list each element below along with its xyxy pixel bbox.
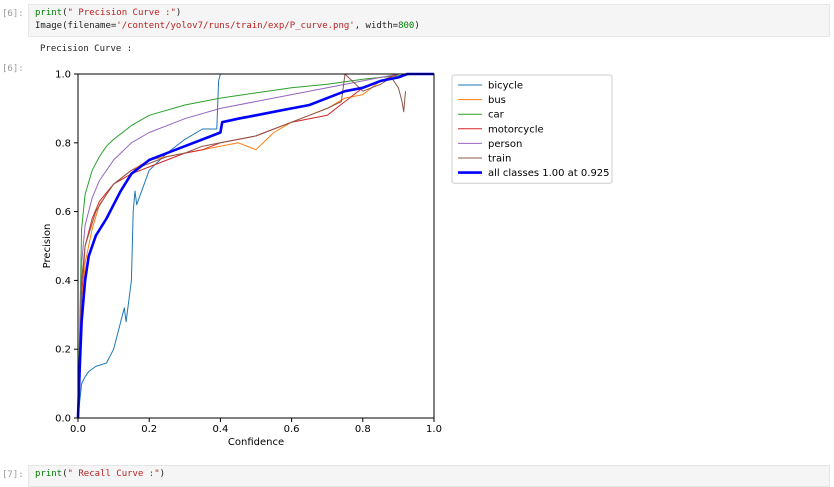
series-line-2	[77, 73, 434, 419]
code-arg: filename=	[67, 21, 117, 31]
legend-label-0: bicycle	[488, 81, 523, 92]
series-line-6	[76, 72, 434, 419]
x-tick-label: 0.8	[355, 424, 371, 435]
plot-area	[76, 72, 434, 419]
code-arg-width: , width=	[354, 21, 399, 31]
code-line-recall: print(" Recall Curve :")	[35, 469, 166, 479]
output-text: Precision Curve :	[40, 44, 133, 54]
code-fn-print: print	[35, 8, 63, 18]
y-tick-label: 0.0	[55, 414, 71, 425]
axes: 0.0 0.2 0.4 0.6 0.8 1.0 0.0 0.2 0.4 0.6 0.8 1.0 Conf…	[42, 70, 442, 449]
code-number: 800	[398, 21, 415, 31]
code-path-string: '/content/yolov7/runs/train/exp/P_curve.…	[116, 21, 355, 31]
legend: bicycle bus car motorcycle person train all cl…	[451, 74, 613, 184]
precision-curve-chart: 0.0 0.2 0.4 0.6 0.8 1.0 0.0 0.2 0.4 0.6 0.8 1.0 Conf…	[42, 70, 613, 449]
legend-label-2: car	[488, 110, 505, 121]
x-tick-label: 1.0	[426, 424, 442, 435]
y-tick-label: 0.6	[55, 207, 71, 218]
y-tick-label: 0.4	[55, 276, 71, 287]
cell-7-prompt: [7]:	[2, 470, 24, 480]
axes-frame	[77, 73, 435, 419]
legend-label-1: bus	[488, 95, 506, 106]
code-fn-print: print	[35, 469, 63, 479]
series-line-5	[77, 73, 406, 419]
code-line-1: print(" Precision Curve :") Image(filena…	[35, 8, 420, 31]
code-fn-image: Image	[35, 21, 63, 31]
series-line-1	[77, 73, 434, 419]
x-tick-label: 0.0	[70, 424, 86, 435]
code-string: " Precision Curve :"	[67, 8, 176, 18]
x-axis-label: Confidence	[228, 437, 284, 448]
legend-label-3: motorcycle	[488, 124, 544, 135]
cell-6-prompt: [6]:	[2, 9, 24, 19]
code-string: " Recall Curve :"	[67, 469, 160, 479]
y-tick-label: 1.0	[55, 70, 71, 81]
series-line-4	[77, 73, 434, 419]
output-6-prompt: [6]:	[2, 64, 24, 74]
y-axis-label: Precision	[42, 224, 53, 269]
legend-label-5: train	[488, 154, 511, 165]
legend-label-4: person	[488, 139, 522, 150]
x-tick-label: 0.6	[284, 424, 300, 435]
y-tick-label: 0.8	[55, 138, 71, 149]
code-cell-7[interactable]: print(" Recall Curve :")	[28, 465, 830, 487]
x-tick-label: 0.4	[212, 424, 228, 435]
x-tick-label: 0.2	[141, 424, 157, 435]
legend-label-6: all classes 1.00 at 0.925	[488, 168, 610, 179]
legend-box	[451, 74, 613, 184]
y-tick-label: 0.2	[55, 345, 71, 356]
series-line-0	[77, 73, 434, 419]
code-cell-6[interactable]: print(" Precision Curve :") Image(filena…	[28, 4, 830, 37]
